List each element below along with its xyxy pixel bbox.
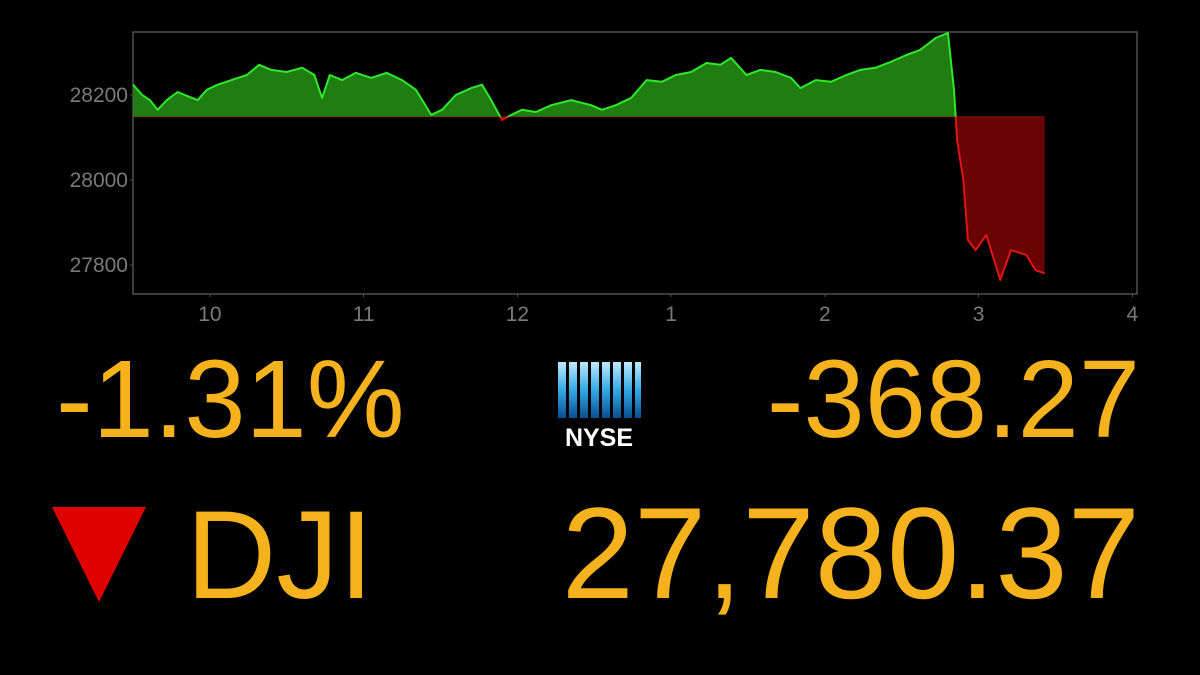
logo-bar (558, 362, 566, 418)
area (133, 32, 1045, 281)
exchange-name: NYSE (565, 424, 633, 452)
x-tick-label: 3 (973, 303, 985, 326)
logo-bar (580, 362, 588, 418)
x-tick-label: 1 (665, 303, 677, 326)
percent-change: -1.31% (56, 338, 405, 461)
index-value: 27,780.37 (562, 480, 1140, 626)
x-tick-label: 12 (506, 303, 529, 326)
x-tick-label: 2 (819, 303, 831, 326)
nyse-logo: NYSE (558, 362, 641, 452)
logo-bar (635, 362, 641, 418)
logo-bar (613, 362, 621, 418)
logo-bar (624, 362, 632, 418)
line (132, 31, 1046, 281)
symbol: DJI (186, 486, 374, 625)
x-tick-label: 4 (1127, 303, 1139, 326)
points-change: -368.27 (767, 338, 1140, 461)
y-tick-label: 28200 (70, 84, 128, 107)
y-tick-label: 28000 (70, 169, 128, 192)
y-tick-label: 27800 (70, 254, 128, 277)
plot-frame (132, 31, 1138, 295)
down-arrow (52, 507, 146, 602)
logo-bar (591, 362, 599, 418)
x-tick-label: 11 (353, 303, 375, 326)
x-tick-label: 10 (198, 303, 221, 326)
logo-bar (602, 362, 610, 418)
logo-bar (569, 362, 577, 418)
